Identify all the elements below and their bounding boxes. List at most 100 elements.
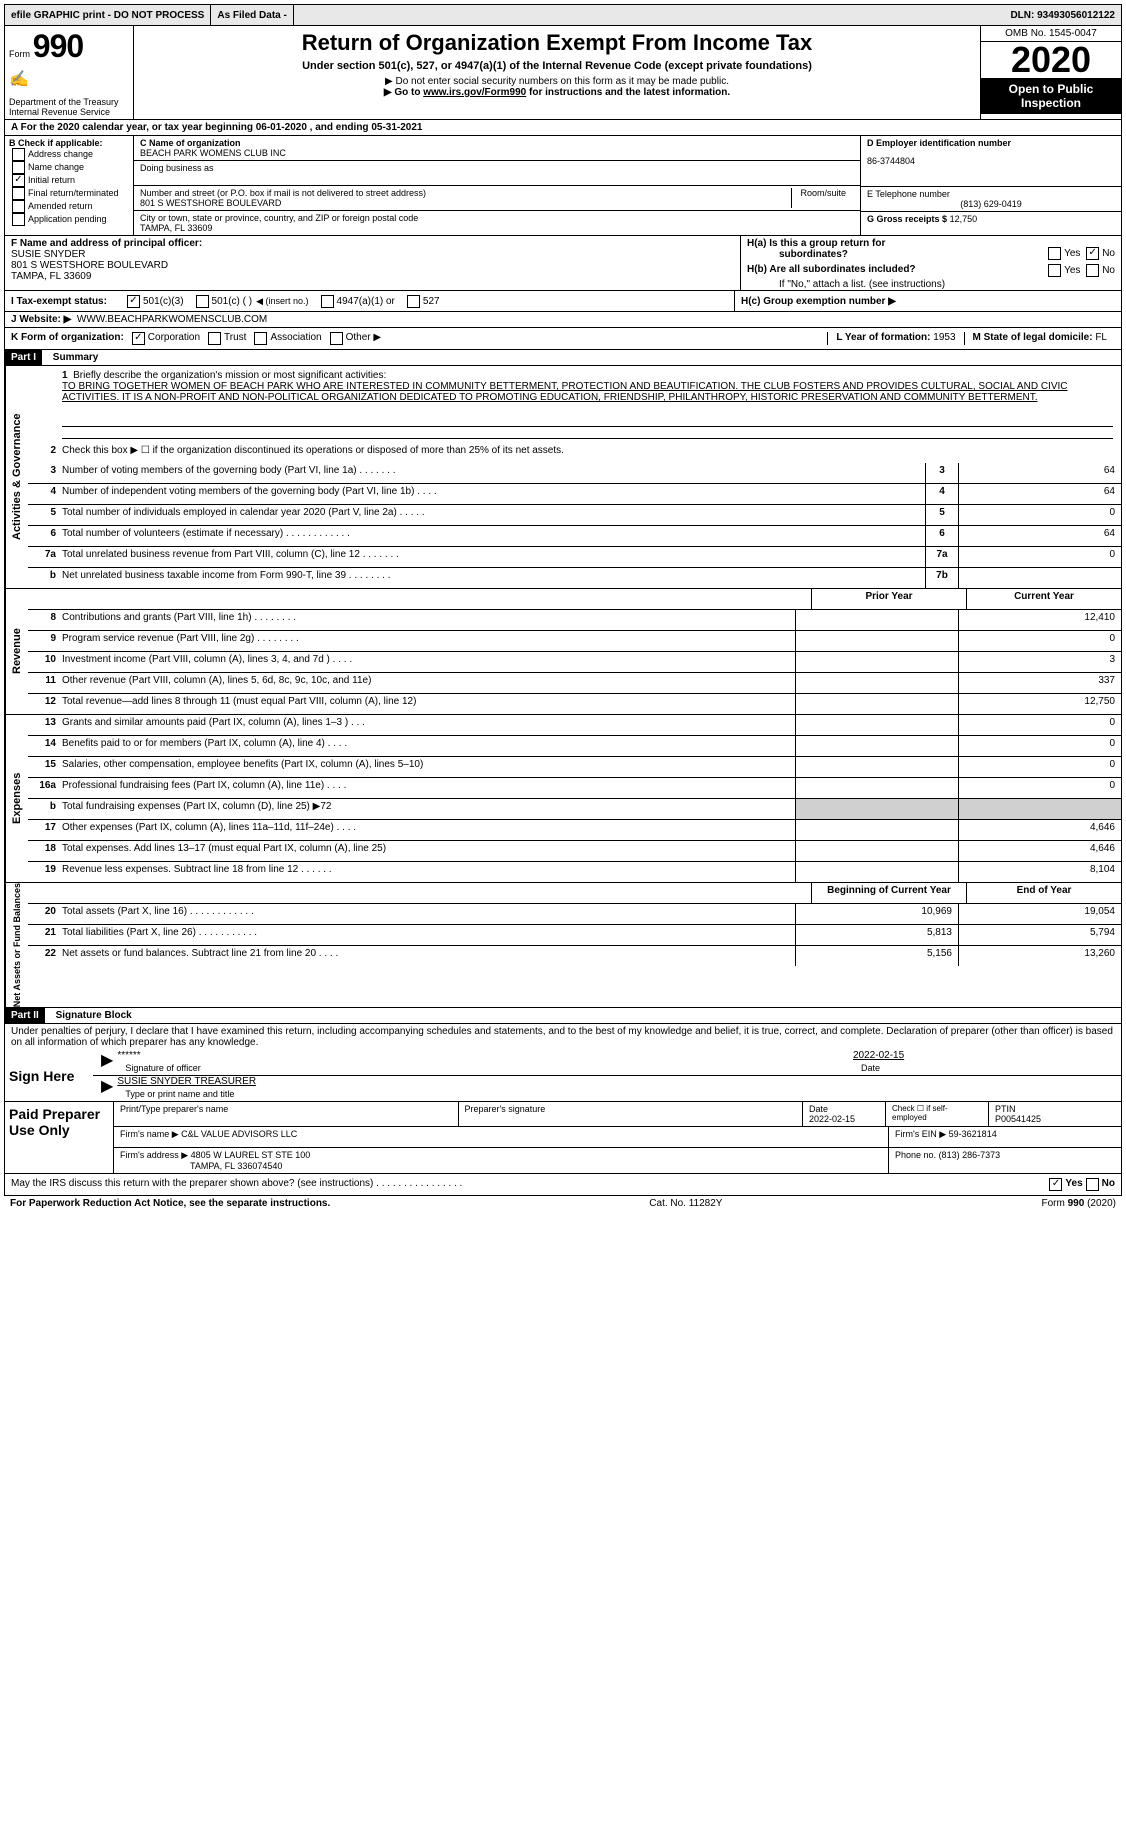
checkbox-ha-no[interactable] (1086, 247, 1099, 260)
sign-block: Sign Here ****** Signature of officer 20… (4, 1050, 1122, 1196)
part1-header: Part I Summary (4, 350, 1122, 366)
sign-date: 2022-02-15 (853, 1050, 1113, 1061)
side-label-netassets: Net Assets or Fund Balances (5, 883, 28, 1007)
summary-row: 10Investment income (Part VIII, column (… (28, 652, 1121, 673)
firm-ein: 59-3621814 (949, 1129, 997, 1139)
summary-row: 3Number of voting members of the governi… (28, 463, 1121, 484)
irs-link[interactable]: www.irs.gov/Form990 (423, 87, 526, 98)
firm-name: C&L VALUE ADVISORS LLC (181, 1129, 297, 1139)
summary-row: 9Program service revenue (Part VIII, lin… (28, 631, 1121, 652)
footer: For Paperwork Reduction Act Notice, see … (4, 1196, 1122, 1211)
asfiled-label: As Filed Data - (211, 5, 293, 25)
dept-label: Department of the Treasury (9, 97, 129, 107)
section-h: H(a) Is this a group return for subordin… (741, 236, 1121, 290)
summary-row: 6Total number of volunteers (estimate if… (28, 526, 1121, 547)
efile-label: efile GRAPHIC print - DO NOT PROCESS (5, 5, 211, 25)
paid-preparer-block: Paid Preparer Use Only Print/Type prepar… (5, 1102, 1121, 1173)
checkbox-initial-return[interactable] (12, 174, 25, 187)
checkbox-amended-return[interactable] (12, 200, 25, 213)
inspection-label: Open to Public Inspection (981, 78, 1121, 114)
row-j: J Website: ▶ WWW.BEACHPARKWOMENSCLUB.COM (4, 312, 1122, 328)
part2-header: Part II Signature Block (4, 1008, 1122, 1024)
checkbox-4947[interactable] (321, 295, 334, 308)
part1-expenses: Expenses 13Grants and similar amounts pa… (4, 715, 1122, 883)
summary-row: 7aTotal unrelated business revenue from … (28, 547, 1121, 568)
row-klm: K Form of organization: Corporation Trus… (4, 328, 1122, 350)
phone: (813) 629-0419 (867, 199, 1115, 209)
firm-phone: (813) 286-7373 (939, 1150, 1001, 1160)
section-c: C Name of organization BEACH PARK WOMENS… (134, 136, 860, 235)
org-city: TAMPA, FL 33609 (140, 223, 854, 233)
checkbox-final-return[interactable] (12, 187, 25, 200)
checkbox-association[interactable] (254, 332, 267, 345)
section-fh: F Name and address of principal officer:… (4, 236, 1122, 291)
ptin: P00541425 (995, 1114, 1115, 1124)
form-title: Return of Organization Exempt From Incom… (138, 30, 976, 56)
section-bcde: B Check if applicable: Address change Na… (4, 136, 1122, 236)
summary-row: 13Grants and similar amounts paid (Part … (28, 715, 1121, 736)
checkbox-discuss-no[interactable] (1086, 1178, 1099, 1191)
form-header: Form 990 ✍ Department of the Treasury In… (4, 26, 1122, 120)
officer-name: SUSIE SNYDER (11, 249, 734, 260)
part1-netassets: Net Assets or Fund Balances Beginning of… (4, 883, 1122, 1008)
note-ssn: ▶ Do not enter social security numbers o… (138, 76, 976, 87)
footer-form: Form 990 (2020) (1042, 1198, 1116, 1209)
checkbox-527[interactable] (407, 295, 420, 308)
discuss-row: May the IRS discuss this return with the… (5, 1173, 1121, 1195)
checkbox-corporation[interactable] (132, 332, 145, 345)
mission-text: TO BRING TOGETHER WOMEN OF BEACH PARK WH… (62, 381, 1113, 403)
firm-address-2: TAMPA, FL 336074540 (120, 1161, 882, 1171)
summary-row: bNet unrelated business taxable income f… (28, 568, 1121, 588)
checkbox-501c[interactable] (196, 295, 209, 308)
form-990: efile GRAPHIC print - DO NOT PROCESS As … (4, 4, 1122, 1211)
summary-row: 22Net assets or fund balances. Subtract … (28, 946, 1121, 966)
checkbox-hb-yes[interactable] (1048, 264, 1061, 277)
sign-here-label: Sign Here (5, 1050, 93, 1101)
hc-label: H(c) Group exemption number ▶ (741, 296, 896, 307)
checkbox-other[interactable] (330, 332, 343, 345)
section-f: F Name and address of principal officer:… (5, 236, 741, 290)
checkbox-trust[interactable] (208, 332, 221, 345)
summary-row: 4Number of independent voting members of… (28, 484, 1121, 505)
summary-row: 20Total assets (Part X, line 16) . . . .… (28, 904, 1121, 925)
summary-row: 17Other expenses (Part IX, column (A), l… (28, 820, 1121, 841)
website[interactable]: WWW.BEACHPARKWOMENSCLUB.COM (77, 314, 267, 325)
checkbox-hb-no[interactable] (1086, 264, 1099, 277)
checkbox-address-change[interactable] (12, 148, 25, 161)
summary-row: 15Salaries, other compensation, employee… (28, 757, 1121, 778)
officer-name-title: SUSIE SNYDER TREASURER (117, 1076, 1113, 1087)
side-label-expenses: Expenses (5, 715, 28, 882)
checkbox-application-pending[interactable] (12, 213, 25, 226)
state-domicile: M State of legal domicile: FL (964, 332, 1115, 345)
summary-row: 16aProfessional fundraising fees (Part I… (28, 778, 1121, 799)
form-label: Form (9, 49, 30, 59)
top-bar: efile GRAPHIC print - DO NOT PROCESS As … (4, 4, 1122, 26)
declaration: Under penalties of perjury, I declare th… (4, 1024, 1122, 1050)
dln: DLN: 93493056012122 (1004, 5, 1121, 25)
firm-address-1: 4805 W LAUREL ST STE 100 (191, 1150, 311, 1160)
summary-row: 19Revenue less expenses. Subtract line 1… (28, 862, 1121, 882)
side-label-revenue: Revenue (5, 589, 28, 714)
checkbox-name-change[interactable] (12, 161, 25, 174)
part1-revenue: Revenue Prior Year Current Year 8Contrib… (4, 589, 1122, 715)
org-name: BEACH PARK WOMENS CLUB INC (140, 148, 854, 158)
form-number: 990 (33, 28, 83, 64)
summary-row: 18Total expenses. Add lines 13–17 (must … (28, 841, 1121, 862)
checkbox-ha-yes[interactable] (1048, 247, 1061, 260)
year-formation: L Year of formation: 1953 (827, 332, 963, 345)
side-label-governance: Activities & Governance (5, 366, 28, 588)
summary-row: bTotal fundraising expenses (Part IX, co… (28, 799, 1121, 820)
section-de: D Employer identification number 86-3744… (860, 136, 1121, 235)
summary-row: 21Total liabilities (Part X, line 26) . … (28, 925, 1121, 946)
org-street: 801 S WESTSHORE BOULEVARD (140, 198, 791, 208)
paid-preparer-label: Paid Preparer Use Only (5, 1102, 113, 1173)
checkbox-discuss-yes[interactable] (1049, 1178, 1062, 1191)
summary-row: 12Total revenue—add lines 8 through 11 (… (28, 694, 1121, 714)
tax-year: 2020 (981, 42, 1121, 78)
row-a: A For the 2020 calendar year, or tax yea… (4, 120, 1122, 136)
preparer-date: 2022-02-15 (809, 1114, 879, 1124)
summary-row: 8Contributions and grants (Part VIII, li… (28, 610, 1121, 631)
checkbox-501c3[interactable] (127, 295, 140, 308)
summary-row: 14Benefits paid to or for members (Part … (28, 736, 1121, 757)
summary-row: 11Other revenue (Part VIII, column (A), … (28, 673, 1121, 694)
